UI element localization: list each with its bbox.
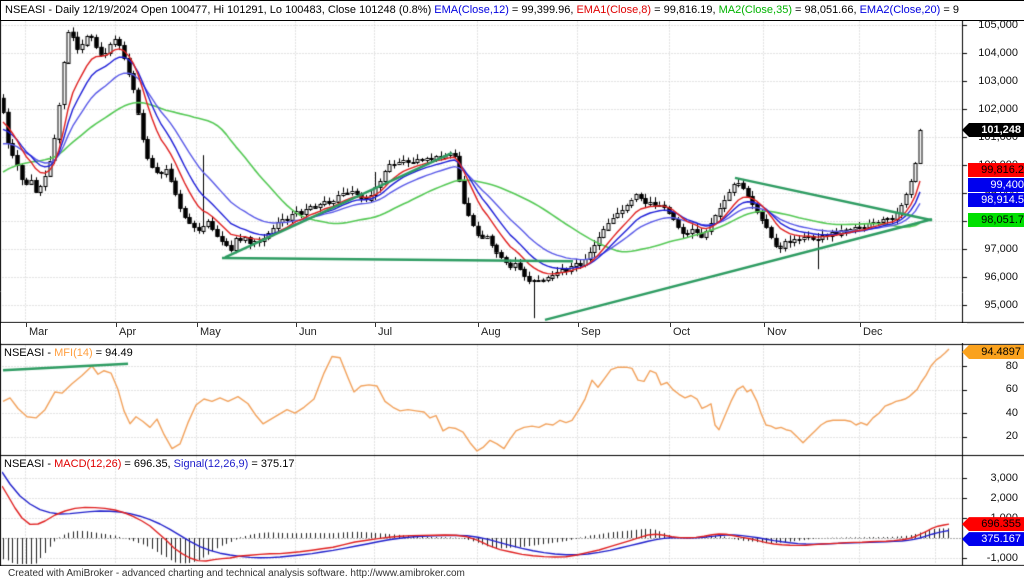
x-axis-month-label: Dec — [863, 326, 883, 338]
title-segment: = 9 — [940, 4, 959, 16]
mfi-title-segment: MFI(14) — [54, 347, 93, 359]
macd-title-segment: = 696.35, — [121, 458, 174, 470]
macd-title-segment: NSEASI - — [4, 458, 55, 470]
title-segment: EMA1(Close,8) — [576, 4, 652, 16]
title-segment: NSEASI - Daily 12/19/2024 Open 100477, H… — [5, 4, 435, 16]
mfi-title-segment: = 94.49 — [92, 347, 133, 359]
x-axis-month-label: Jul — [378, 326, 393, 338]
x-axis-tick — [116, 323, 117, 327]
title-segment: = 99,816.19, — [651, 4, 719, 16]
title-segment: EMA2(Close,20) — [859, 4, 941, 16]
x-axis-tick — [26, 323, 27, 327]
title-segment: EMA(Close,12) — [434, 4, 509, 16]
x-axis-tick — [296, 323, 297, 327]
x-axis-tick — [478, 323, 479, 327]
title-segment: MA2(Close,35) — [718, 4, 792, 16]
x-axis-month-label: Jun — [299, 326, 317, 338]
mfi-pane-title: NSEASI - MFI(14) = 94.49 — [4, 347, 133, 359]
x-axis-month-label: Sep — [581, 326, 601, 338]
title-segment: = 98,051.66, — [792, 4, 860, 16]
x-axis-month-label: Oct — [673, 326, 691, 338]
x-axis-month-label: May — [200, 326, 221, 338]
chart-title-bar: NSEASI - Daily 12/19/2024 Open 100477, H… — [0, 0, 1024, 21]
x-axis-tick — [578, 323, 579, 327]
x-axis-months: Mar Apr May Jun Jul Aug Sep Oct Nov Dec — [1, 323, 967, 343]
x-axis-tick — [375, 323, 376, 327]
x-axis-tick — [860, 323, 861, 327]
x-axis-tick — [197, 323, 198, 327]
macd-title-segment: MACD(12,26) — [54, 458, 122, 470]
footer-text: Created with AmiBroker - advanced charti… — [8, 568, 465, 579]
macd-title-segment: = 375.17 — [248, 458, 295, 470]
x-axis-month-label: Nov — [767, 326, 787, 338]
macd-pane-title: NSEASI - MACD(12,26) = 696.35, Signal(12… — [4, 458, 294, 470]
x-axis-tick — [670, 323, 671, 327]
x-axis-month-label: Aug — [481, 326, 501, 338]
x-axis-month-label: Apr — [119, 326, 137, 338]
x-axis-month-label: Mar — [29, 326, 48, 338]
x-axis-tick — [764, 323, 765, 327]
status-footer: Created with AmiBroker - advanced charti… — [0, 566, 1024, 583]
mfi-title-segment: NSEASI - — [4, 347, 55, 359]
macd-title-segment: Signal(12,26,9) — [173, 458, 249, 470]
title-segment: = 99,399.96, — [508, 4, 577, 16]
